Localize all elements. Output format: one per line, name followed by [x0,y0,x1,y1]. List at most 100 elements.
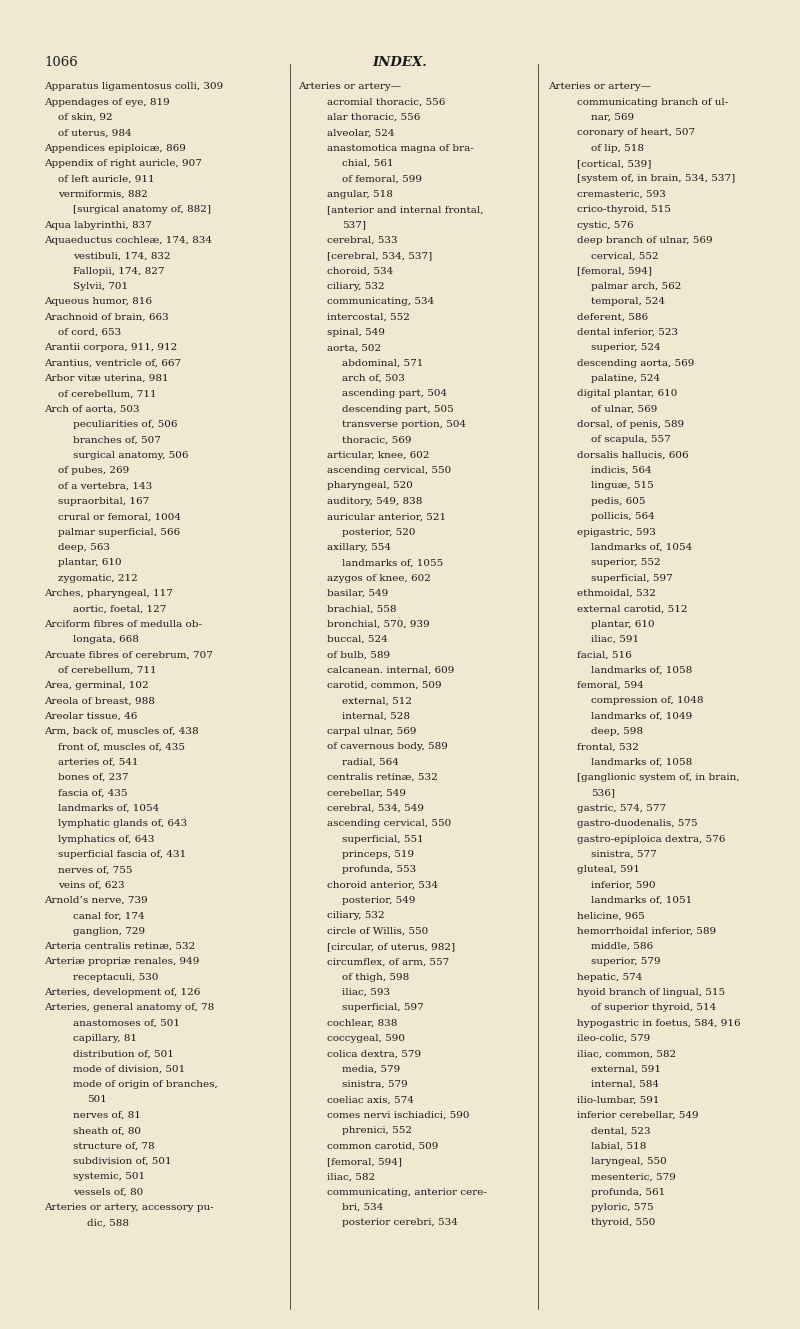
Text: spinal, 549: spinal, 549 [327,328,386,338]
Text: aorta, 502: aorta, 502 [327,343,382,352]
Text: posterior cerebri, 534: posterior cerebri, 534 [342,1219,458,1227]
Text: common carotid, 509: common carotid, 509 [327,1142,438,1151]
Text: of cerebellum, 711: of cerebellum, 711 [58,389,157,399]
Text: femoral, 594: femoral, 594 [577,680,643,690]
Text: azygos of knee, 602: azygos of knee, 602 [327,574,431,582]
Text: of lip, 518: of lip, 518 [591,144,644,153]
Text: mode of division, 501: mode of division, 501 [73,1065,185,1074]
Text: radial, 564: radial, 564 [342,758,398,767]
Text: mesenteric, 579: mesenteric, 579 [591,1172,676,1181]
Text: of scapula, 557: of scapula, 557 [591,436,671,444]
Text: anastomotica magna of bra-: anastomotica magna of bra- [327,144,474,153]
Text: front of, muscles of, 435: front of, muscles of, 435 [58,743,186,751]
Text: mode of origin of branches,: mode of origin of branches, [73,1080,218,1090]
Text: superficial, 597: superficial, 597 [342,1003,423,1013]
Text: of skin, 92: of skin, 92 [58,113,113,122]
Text: Arches, pharyngeal, 117: Arches, pharyngeal, 117 [44,589,173,598]
Text: ileo-colic, 579: ileo-colic, 579 [577,1034,650,1043]
Text: Arcuate fibres of cerebrum, 707: Arcuate fibres of cerebrum, 707 [44,650,213,659]
Text: iliac, 582: iliac, 582 [327,1172,375,1181]
Text: landmarks of, 1058: landmarks of, 1058 [591,758,693,767]
Text: pyloric, 575: pyloric, 575 [591,1203,654,1212]
Text: sinistra, 577: sinistra, 577 [591,849,657,859]
Text: cervical, 552: cervical, 552 [591,251,659,260]
Text: landmarks of, 1055: landmarks of, 1055 [342,558,443,567]
Text: superficial fascia of, 431: superficial fascia of, 431 [58,849,186,859]
Text: Arciform fibres of medulla ob-: Arciform fibres of medulla ob- [44,619,202,629]
Text: [system of, in brain, 534, 537]: [system of, in brain, 534, 537] [577,174,735,183]
Text: Arteries, development of, 126: Arteries, development of, 126 [44,987,200,997]
Text: Appendices epiploicæ, 869: Appendices epiploicæ, 869 [44,144,186,153]
Text: pharyngeal, 520: pharyngeal, 520 [327,481,413,490]
Text: superior, 579: superior, 579 [591,957,661,966]
Text: auricular anterior, 521: auricular anterior, 521 [327,512,446,521]
Text: fascia of, 435: fascia of, 435 [58,788,128,797]
Text: bones of, 237: bones of, 237 [58,773,129,783]
Text: superior, 552: superior, 552 [591,558,661,567]
Text: gluteal, 591: gluteal, 591 [577,865,640,874]
Text: lymphatics of, 643: lymphatics of, 643 [58,835,155,844]
Text: cochlear, 838: cochlear, 838 [327,1019,398,1027]
Text: Arm, back of, muscles of, 438: Arm, back of, muscles of, 438 [44,727,198,736]
Text: Arantius, ventricle of, 667: Arantius, ventricle of, 667 [44,359,181,368]
Text: anastomoses of, 501: anastomoses of, 501 [73,1019,180,1027]
Text: of femoral, 599: of femoral, 599 [342,174,422,183]
Text: helicine, 965: helicine, 965 [577,912,645,920]
Text: Arnold’s nerve, 739: Arnold’s nerve, 739 [44,896,148,905]
Text: peculiarities of, 506: peculiarities of, 506 [73,420,178,429]
Text: alveolar, 524: alveolar, 524 [327,129,394,137]
Text: arch of, 503: arch of, 503 [342,373,405,383]
Text: deep branch of ulnar, 569: deep branch of ulnar, 569 [577,235,713,245]
Text: bronchial, 570, 939: bronchial, 570, 939 [327,619,430,629]
Text: aortic, foetal, 127: aortic, foetal, 127 [73,605,166,613]
Text: veins of, 623: veins of, 623 [58,881,125,889]
Text: choroid anterior, 534: choroid anterior, 534 [327,881,438,889]
Text: of left auricle, 911: of left auricle, 911 [58,174,155,183]
Text: abdominal, 571: abdominal, 571 [342,359,423,368]
Text: brachial, 558: brachial, 558 [327,605,397,613]
Text: frontal, 532: frontal, 532 [577,743,638,751]
Text: thyroid, 550: thyroid, 550 [591,1219,655,1227]
Text: [ganglionic system of, in brain,: [ganglionic system of, in brain, [577,773,739,783]
Text: basilar, 549: basilar, 549 [327,589,389,598]
Text: palatine, 524: palatine, 524 [591,373,660,383]
Text: Arachnoid of brain, 663: Arachnoid of brain, 663 [44,312,169,322]
Text: pollicis, 564: pollicis, 564 [591,512,655,521]
Text: sheath of, 80: sheath of, 80 [73,1126,141,1135]
Text: cerebellar, 549: cerebellar, 549 [327,788,406,797]
Text: pedis, 605: pedis, 605 [591,497,646,506]
Text: palmar superficial, 566: palmar superficial, 566 [58,528,181,537]
Text: [cortical, 539]: [cortical, 539] [577,159,651,169]
Text: ascending cervical, 550: ascending cervical, 550 [327,466,451,476]
Text: Arantii corpora, 911, 912: Arantii corpora, 911, 912 [44,343,178,352]
Text: epigastric, 593: epigastric, 593 [577,528,656,537]
Text: structure of, 78: structure of, 78 [73,1142,154,1151]
Text: of cavernous body, 589: of cavernous body, 589 [327,743,448,751]
Text: landmarks of, 1051: landmarks of, 1051 [591,896,693,905]
Text: zygomatic, 212: zygomatic, 212 [58,574,138,582]
Text: Areola of breast, 988: Areola of breast, 988 [44,696,155,706]
Text: 537]: 537] [342,221,366,230]
Text: descending aorta, 569: descending aorta, 569 [577,359,694,368]
Text: [surgical anatomy of, 882]: [surgical anatomy of, 882] [73,205,211,214]
Text: sinistra, 579: sinistra, 579 [342,1080,407,1090]
Text: of pubes, 269: of pubes, 269 [58,466,130,476]
Text: intercostal, 552: intercostal, 552 [327,312,410,322]
Text: colica dextra, 579: colica dextra, 579 [327,1050,422,1058]
Text: of bulb, 589: of bulb, 589 [327,650,390,659]
Text: Arteries or artery—: Arteries or artery— [548,82,651,92]
Text: vestibuli, 174, 832: vestibuli, 174, 832 [73,251,170,260]
Text: palmar arch, 562: palmar arch, 562 [591,282,682,291]
Text: communicating, anterior cere-: communicating, anterior cere- [327,1188,487,1196]
Text: of a vertebra, 143: of a vertebra, 143 [58,481,153,490]
Text: Apparatus ligamentosus colli, 309: Apparatus ligamentosus colli, 309 [44,82,223,92]
Text: transverse portion, 504: transverse portion, 504 [342,420,466,429]
Text: phrenici, 552: phrenici, 552 [342,1126,411,1135]
Text: nar, 569: nar, 569 [591,113,634,122]
Text: Sylvii, 701: Sylvii, 701 [73,282,128,291]
Text: angular, 518: angular, 518 [327,190,393,199]
Text: Arteries, general anatomy of, 78: Arteries, general anatomy of, 78 [44,1003,214,1013]
Text: vermiformis, 882: vermiformis, 882 [58,190,148,199]
Text: cerebral, 534, 549: cerebral, 534, 549 [327,804,424,813]
Text: Appendix of right auricle, 907: Appendix of right auricle, 907 [44,159,202,169]
